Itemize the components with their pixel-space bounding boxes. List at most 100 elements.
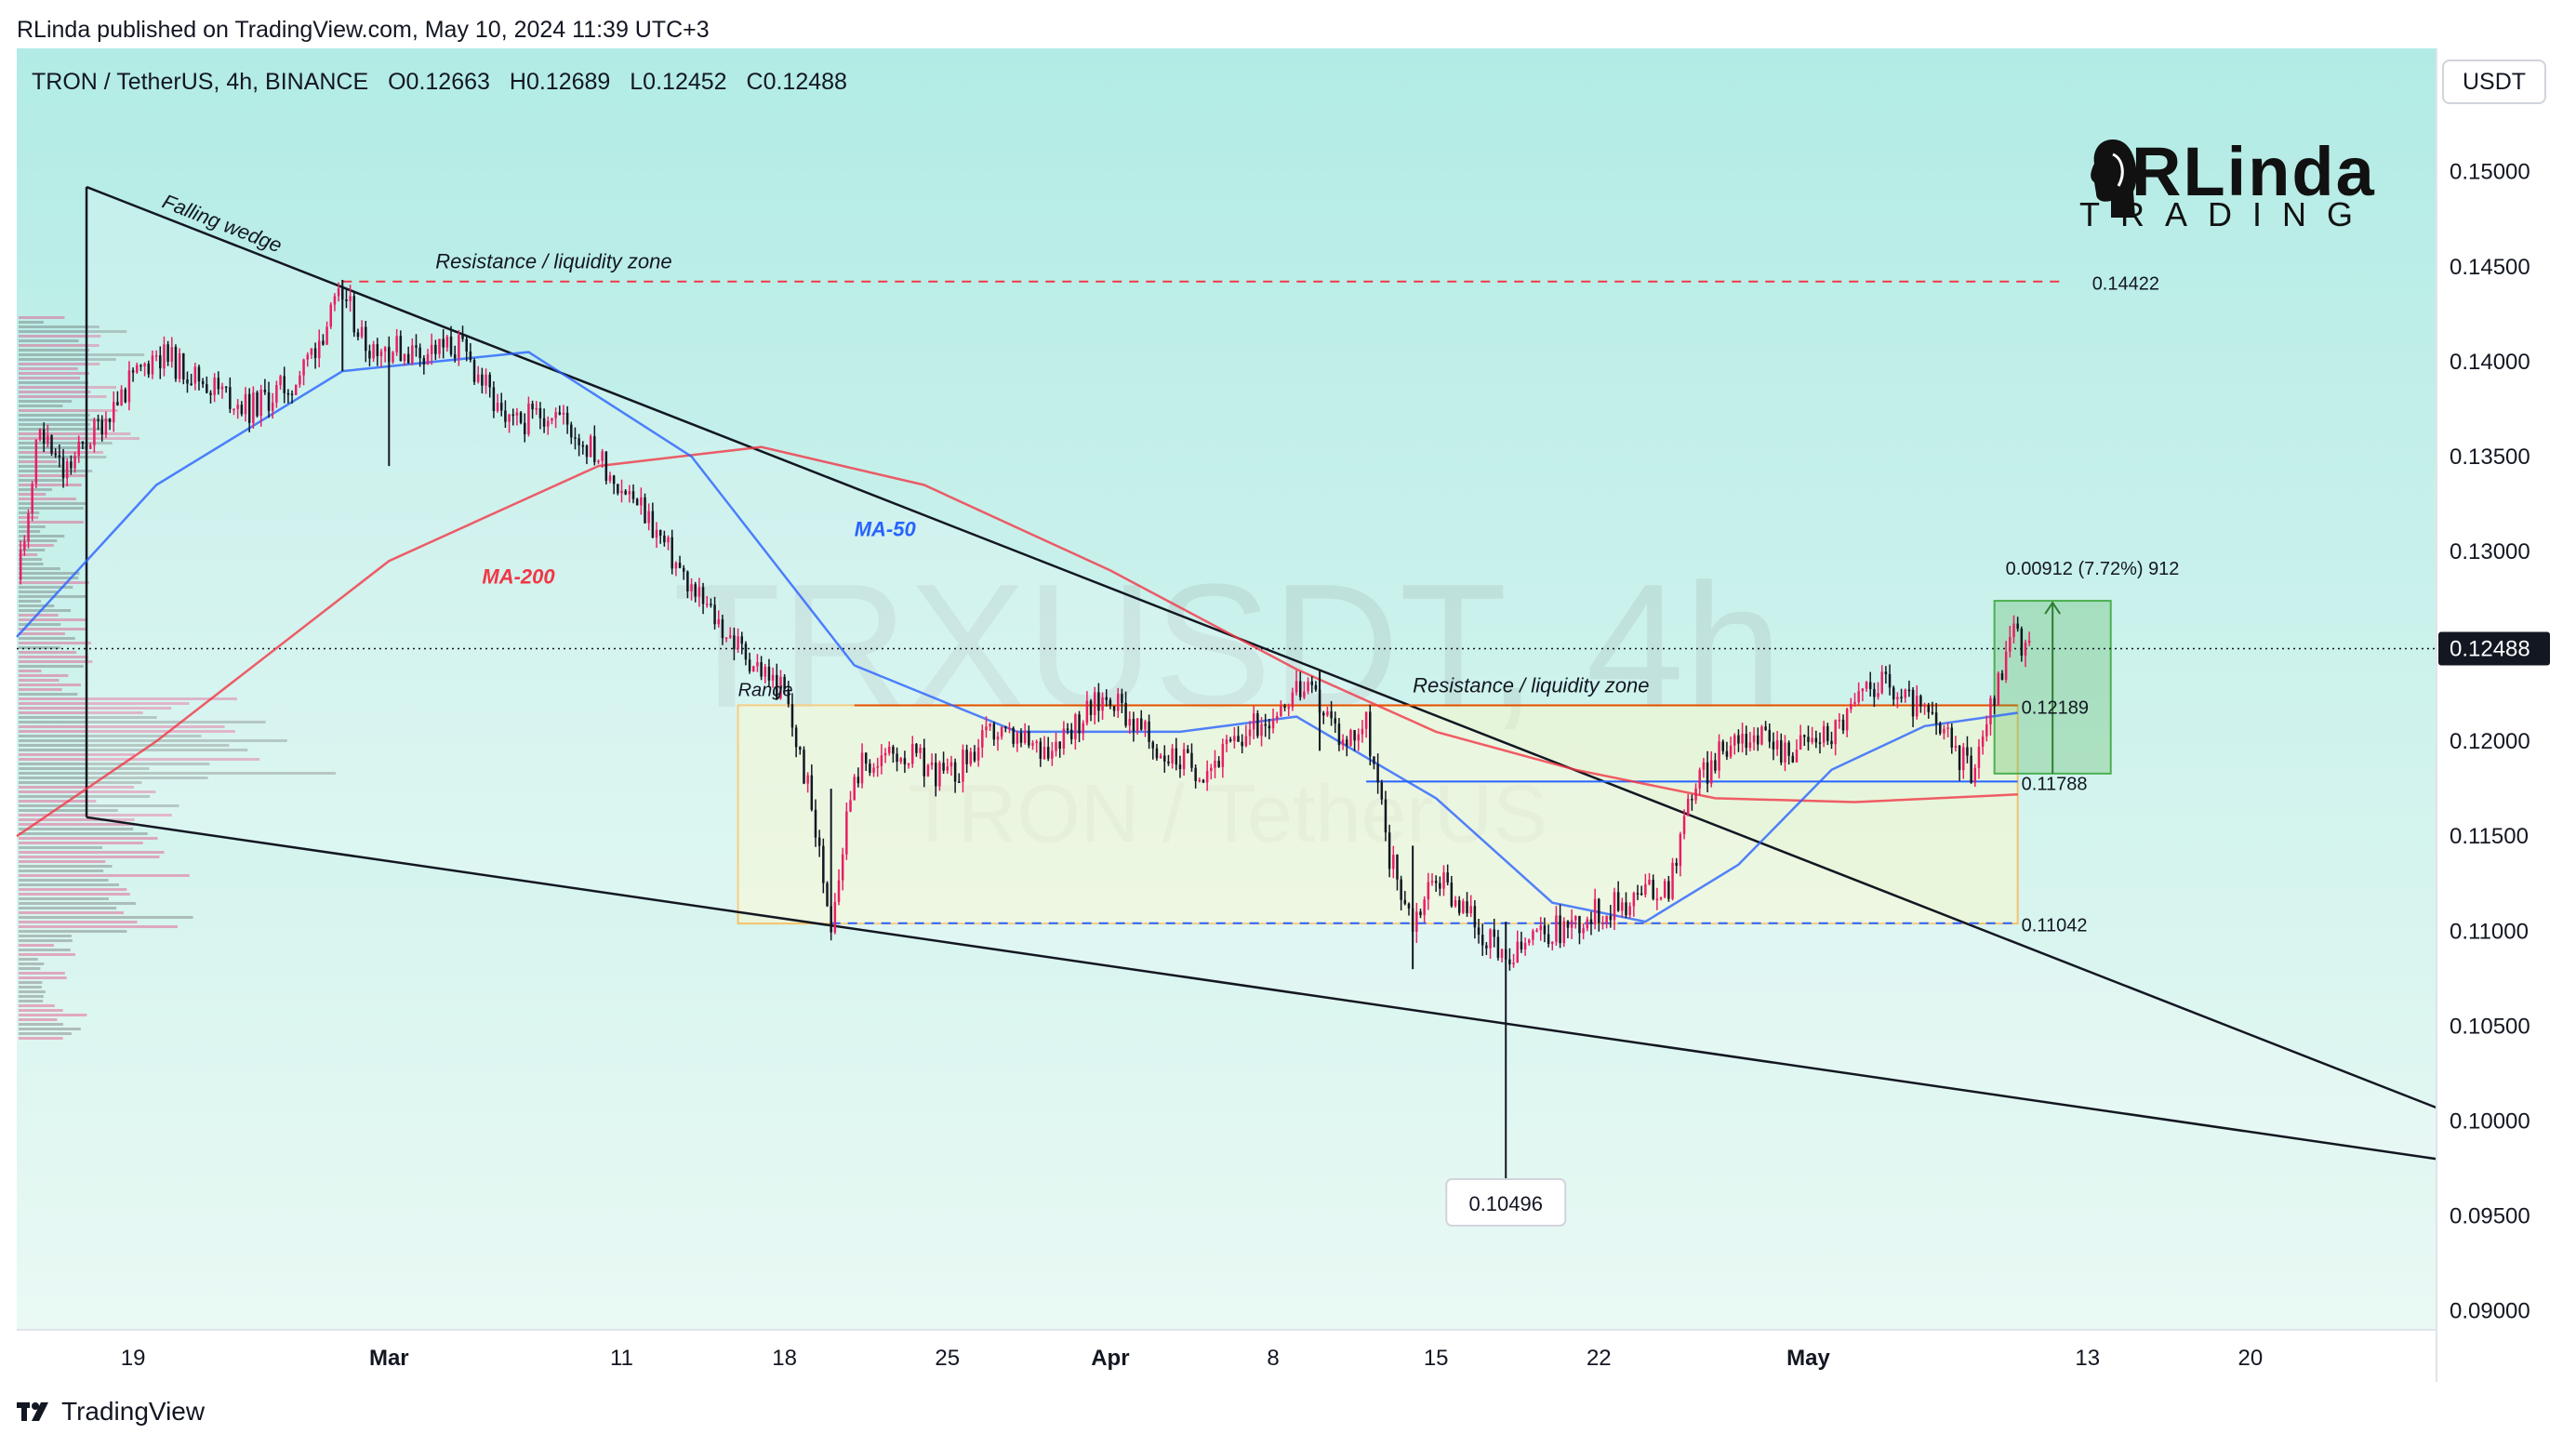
candle-body [1500, 949, 1504, 958]
candle-body [740, 636, 744, 644]
candle-body [969, 751, 973, 764]
candle-body [1807, 737, 1810, 742]
candle-body [1757, 735, 1759, 745]
tradingview-logo[interactable]: TradingView [17, 1397, 205, 1427]
candle-body [1977, 746, 1981, 768]
candle-body [748, 659, 751, 671]
volume-profile-bar [19, 837, 158, 840]
publish-info: RLinda published on TradingView.com, May… [17, 17, 710, 43]
candle-body [1000, 726, 1003, 737]
candle-body [1023, 731, 1027, 743]
candle-body [1822, 725, 1826, 743]
candle-body [1423, 899, 1426, 916]
currency-button[interactable]: USDT [2442, 60, 2546, 104]
candle-body [597, 460, 600, 463]
candle-body [104, 418, 108, 434]
candle-body [1927, 705, 1930, 712]
volume-profile-bar [19, 316, 65, 319]
candle-body [85, 444, 88, 449]
candle-body [61, 457, 65, 479]
candle-body [406, 353, 410, 364]
symbol-legend[interactable]: TRON / TetherUS, 4h, BINANCE O0.12663 H0… [32, 69, 860, 96]
candle-body [799, 747, 802, 750]
candle-body [124, 389, 127, 403]
candle-body [65, 461, 69, 479]
volume-profile-bar [19, 618, 88, 621]
volume-profile-bar [19, 1032, 72, 1035]
candle-body [1539, 925, 1543, 931]
candle-body [631, 491, 635, 499]
candle-body [671, 537, 673, 569]
candle-body [472, 360, 476, 382]
candle-body [601, 451, 604, 461]
volume-profile-bar [19, 637, 75, 640]
candle-body [604, 451, 608, 481]
candle-body [1799, 735, 1802, 750]
candle-body [190, 383, 193, 385]
candle-body [294, 384, 298, 395]
candle-body [923, 748, 926, 777]
ma200-label: MA-200 [482, 565, 555, 589]
candle-body [1973, 767, 1977, 783]
candle-body [981, 730, 984, 748]
price-tick-label: 0.09000 [2450, 1299, 2530, 1324]
candle-body [1400, 879, 1402, 900]
candle-body [733, 635, 736, 650]
candle-body [946, 766, 949, 771]
candle-body [1260, 724, 1263, 737]
candle-body [640, 497, 643, 506]
silhouette-icon [2091, 139, 2137, 218]
candle-body [127, 370, 131, 403]
candle-body [1082, 723, 1084, 734]
candle-body [1202, 779, 1205, 783]
candle-body [445, 336, 449, 348]
candle-body [1466, 901, 1468, 914]
candle-body [1241, 741, 1243, 747]
candle-body [481, 374, 484, 386]
volume-profile-bar [19, 856, 160, 858]
candle-body [1803, 735, 1806, 737]
price-tick-label: 0.12000 [2450, 729, 2530, 754]
candle-body [554, 412, 557, 418]
candle-body [1682, 816, 1686, 834]
candle-body [1559, 915, 1561, 944]
candle-body [259, 390, 262, 417]
volume-profile-bar [19, 418, 112, 421]
candle-body [860, 752, 864, 784]
candle-body [1826, 725, 1829, 741]
candle-body [686, 571, 689, 591]
candle-body [1706, 762, 1709, 784]
volume-profile-bar [19, 432, 131, 435]
candle-body [1791, 755, 1795, 763]
candle-body [1593, 898, 1597, 924]
candle-body [527, 404, 530, 435]
candle-body [1264, 724, 1267, 726]
candle-body [651, 511, 655, 538]
tradingview-icon [17, 1402, 48, 1421]
candle-body [1888, 673, 1892, 688]
volume-profile-bar [19, 405, 63, 407]
candle-body [1314, 684, 1318, 690]
candle-body [206, 384, 208, 393]
volume-profile-bar [19, 549, 46, 551]
time-tick-label: 25 [935, 1346, 960, 1371]
candle-body [1698, 769, 1701, 789]
volume-profile-bar [19, 377, 80, 379]
candle-body [1275, 716, 1279, 720]
volume-profile-bar [19, 586, 73, 589]
price-tick-label: 0.10000 [2450, 1108, 2530, 1134]
candle-body [531, 404, 534, 410]
candle-body [962, 750, 964, 782]
low-callout-label: 0.10496 [1468, 1192, 1543, 1215]
candle-body [1943, 728, 1945, 734]
candle-body [810, 775, 814, 810]
candle-body [1097, 692, 1100, 711]
ohlc-low: L0.12452 [630, 69, 727, 95]
candle-body [1729, 745, 1733, 757]
candle-body [1655, 898, 1659, 901]
volume-profile-bar [19, 953, 75, 956]
volume-profile-bar [19, 888, 127, 891]
volume-profile-bar [19, 967, 41, 970]
candle-body [1248, 729, 1252, 737]
